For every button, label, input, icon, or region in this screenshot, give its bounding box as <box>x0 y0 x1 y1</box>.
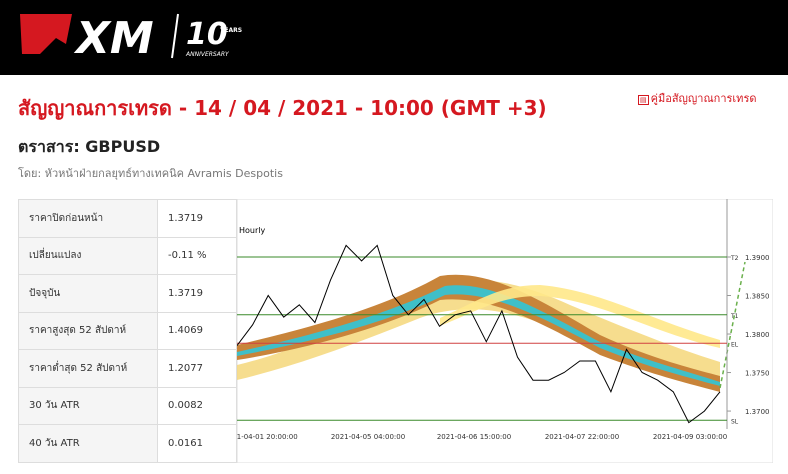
y-tick-label: 1.3700 <box>745 408 770 416</box>
logo-text: XM <box>73 13 154 64</box>
level-label: SL <box>731 418 739 425</box>
row-label: ราคาปิดก่อนหน้า <box>18 199 158 238</box>
table-row: ราคาสูงสุด 52 สัปดาห์ 1.4069 <box>18 311 237 350</box>
divider <box>171 13 179 59</box>
row-label: 40 วัน ATR <box>18 424 158 463</box>
y-tick-label: 1.3850 <box>745 293 770 301</box>
data-table: ราคาปิดก่อนหน้า 1.3719 เปลี่ยนแปลง -0.11 % ป… <box>18 199 237 463</box>
row-value: 1.2077 <box>157 349 237 388</box>
guide-link[interactable]: ▤ คู่มือสัญญาณการเทรด <box>638 89 757 107</box>
table-row: ราคาต่ำสุด 52 สัปดาห์ 1.2077 <box>18 349 237 388</box>
row-value: 0.0161 <box>157 424 237 463</box>
price-line <box>237 244 721 424</box>
guide-link-text[interactable]: คู่มือสัญญาณการเทรด <box>650 92 757 105</box>
row-value: -0.11 % <box>157 236 237 275</box>
row-value: 1.3719 <box>157 199 237 238</box>
y-tick-label: 1.3800 <box>745 331 770 339</box>
row-label: 30 วัน ATR <box>18 386 158 425</box>
row-label: ราคาสูงสุด 52 สัปดาห์ <box>18 311 158 350</box>
table-row: ปัจจุบัน 1.3719 <box>18 274 237 313</box>
instrument: ตราสาร: GBPUSD <box>18 137 161 156</box>
page-title: สัญญาณการเทรด - 14 / 04 / 2021 - 10:00 (… <box>18 96 547 120</box>
level-label: T1 <box>730 313 739 320</box>
row-value: 0.0082 <box>157 386 237 425</box>
x-tick-label: 2021-04-05 04:00:00 <box>331 433 405 441</box>
pdf-icon: ▤ <box>638 95 649 105</box>
chart: Hourly 1.3900 1.3850 1.3800 1.3750 1.3700 T2 T1… <box>237 199 773 463</box>
badge: 10 <box>186 17 228 52</box>
bands <box>237 261 746 392</box>
row-label: เปลี่ยนแปลง <box>18 236 158 275</box>
table-row: เปลี่ยนแปลง -0.11 % <box>18 236 237 275</box>
level-label: T2 <box>730 255 739 262</box>
y-tick-label: 1.3900 <box>745 254 770 262</box>
x-tick-label: 2021-04-09 03:00:00 <box>653 433 727 441</box>
row-label: ปัจจุบัน <box>18 274 158 313</box>
header: XM 10 YEARS ANNIVERSARY <box>0 0 788 75</box>
row-value: 1.4069 <box>157 311 237 350</box>
x-tick-label: 21-04-01 20:00:00 <box>237 433 298 441</box>
table-row: 40 วัน ATR 0.0161 <box>18 424 237 463</box>
badge-sub: YEARS <box>219 27 242 34</box>
row-label: ราคาต่ำสุด 52 สัปดาห์ <box>18 349 158 388</box>
author: โดย: หัวหน้าฝ่ายกลยุทธ์ทางเทคนิค Avramis… <box>18 167 283 180</box>
badge-caption: ANNIVERSARY <box>185 51 230 58</box>
row-value: 1.3719 <box>157 274 237 313</box>
table-row: ราคาปิดก่อนหน้า 1.3719 <box>18 199 237 238</box>
table-row: 30 วัน ATR 0.0082 <box>18 386 237 425</box>
timeframe: Hourly <box>239 226 265 235</box>
logo: XM 10 YEARS ANNIVERSARY <box>20 13 242 64</box>
y-tick-label: 1.3750 <box>745 370 770 378</box>
x-tick-label: 2021-04-07 22:00:00 <box>545 433 619 441</box>
logo-icon <box>20 14 72 54</box>
x-tick-label: 2021-04-06 15:00:00 <box>437 433 511 441</box>
level-label: EL <box>731 341 739 348</box>
